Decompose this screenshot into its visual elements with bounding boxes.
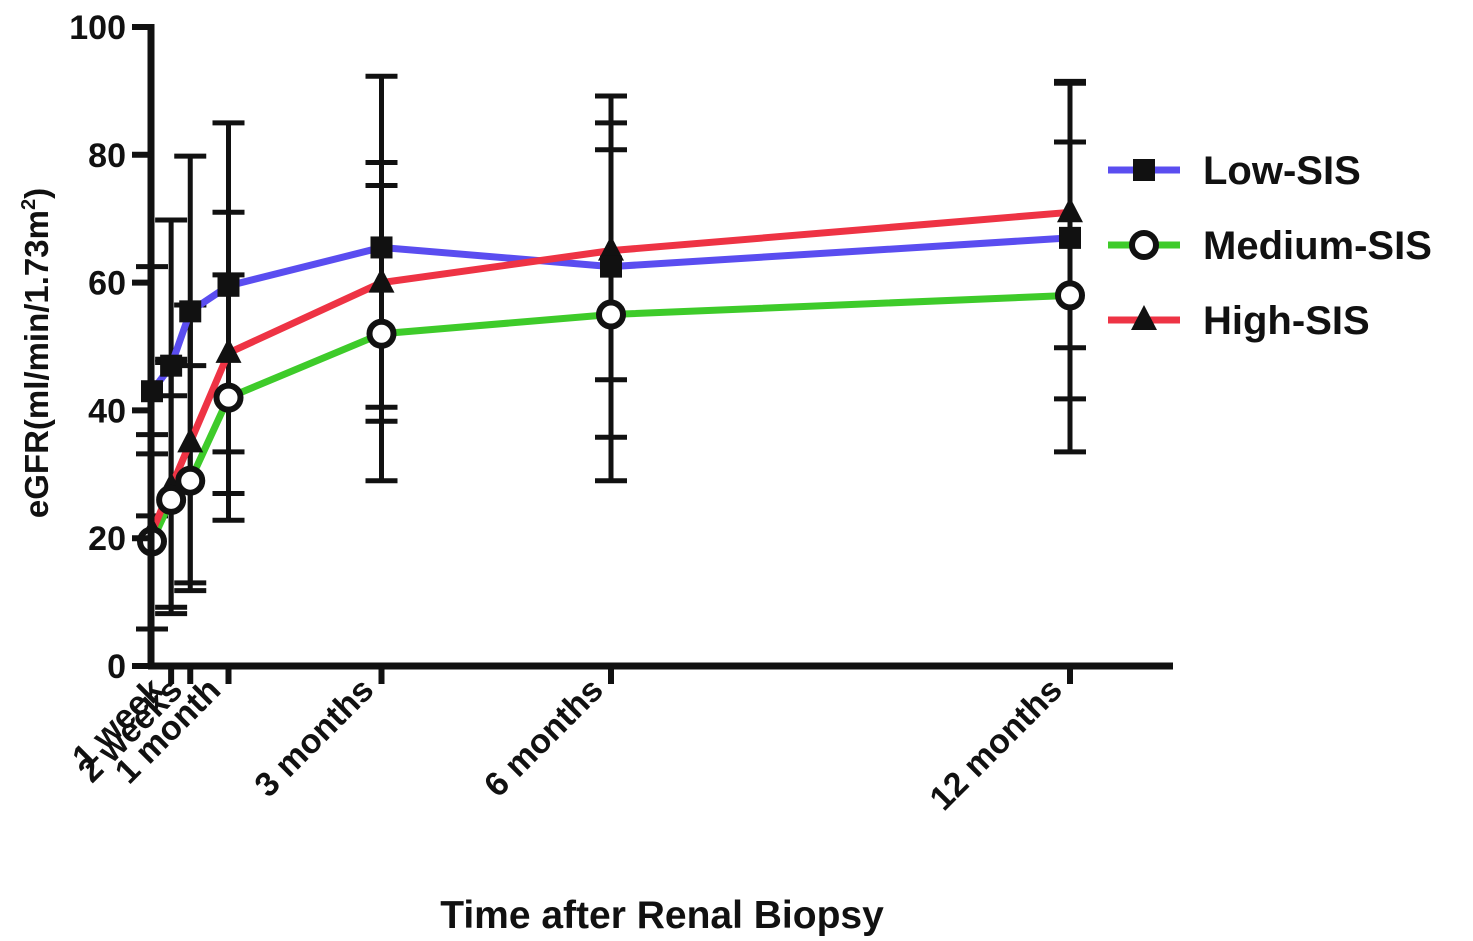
data-point-high-sis bbox=[177, 427, 204, 453]
y-axis-title-main: eGFR(ml/min/1.73m bbox=[18, 210, 55, 518]
legend: Low-SIS Medium-SIS High-SIS bbox=[1108, 149, 1432, 343]
data-point-medium-sis bbox=[596, 299, 626, 330]
data-point-low-sis bbox=[179, 300, 202, 323]
data-point-low-sis bbox=[160, 354, 183, 377]
error-bars bbox=[136, 73, 1086, 632]
data-point-high-sis bbox=[215, 337, 242, 363]
x-axis-title: Time after Renal Biopsy bbox=[440, 894, 884, 937]
legend-label: Medium-SIS bbox=[1203, 224, 1432, 268]
data-point-medium-sis bbox=[213, 382, 244, 413]
data-point-medium-sis bbox=[156, 484, 187, 515]
y-tick-label: 60 bbox=[88, 265, 126, 303]
x-tick-label: 12 months bbox=[923, 671, 1070, 818]
legend-marker bbox=[1129, 230, 1159, 260]
y-tick-label: 20 bbox=[88, 520, 126, 558]
x-tick-label: 6 months bbox=[477, 671, 611, 805]
y-ticks: 0 20 40 60 80 100 bbox=[69, 9, 151, 686]
y-axis-title-end: ) bbox=[18, 188, 55, 199]
legend-label: Low-SIS bbox=[1203, 149, 1361, 193]
data-point-high-sis bbox=[598, 235, 624, 261]
data-point-high-sis bbox=[368, 267, 395, 293]
y-tick-label: 40 bbox=[88, 392, 126, 430]
y-axis-title: eGFR(ml/min/1.73m2) bbox=[18, 188, 55, 518]
data-point-low-sis bbox=[217, 274, 240, 297]
y-tick-label: 100 bbox=[69, 9, 126, 47]
data-point-medium-sis bbox=[175, 465, 206, 496]
x-tick-label: 3 months bbox=[247, 671, 381, 805]
legend-marker bbox=[1133, 159, 1155, 181]
legend-marker bbox=[1131, 305, 1157, 330]
y-axis-title-superscript: 2 bbox=[18, 199, 40, 210]
data-point-medium-sis bbox=[366, 318, 397, 349]
data-point-low-sis bbox=[370, 236, 393, 259]
data-point-low-sis bbox=[600, 255, 622, 278]
data-point-medium-sis bbox=[1055, 280, 1085, 311]
y-tick-label: 0 bbox=[107, 648, 126, 686]
legend-label: High-SIS bbox=[1203, 299, 1370, 343]
data-point-high-sis bbox=[1057, 197, 1083, 223]
data-point-low-sis bbox=[1059, 226, 1081, 249]
y-tick-label: 80 bbox=[88, 137, 126, 175]
